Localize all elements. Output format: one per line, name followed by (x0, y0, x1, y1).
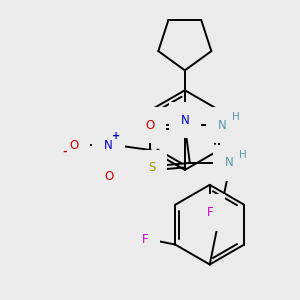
Text: S: S (148, 161, 156, 174)
Text: H: H (232, 112, 239, 122)
Text: F: F (206, 206, 213, 219)
Text: N: N (225, 156, 234, 170)
Text: N: N (104, 139, 113, 152)
Text: +: + (112, 131, 121, 141)
Text: O: O (146, 118, 154, 132)
Text: N: N (218, 118, 227, 132)
Text: F: F (142, 233, 149, 246)
Text: -: - (62, 147, 67, 157)
Text: N: N (181, 114, 189, 127)
Text: O: O (69, 139, 78, 152)
Text: O: O (104, 170, 113, 183)
Text: H: H (239, 150, 246, 160)
